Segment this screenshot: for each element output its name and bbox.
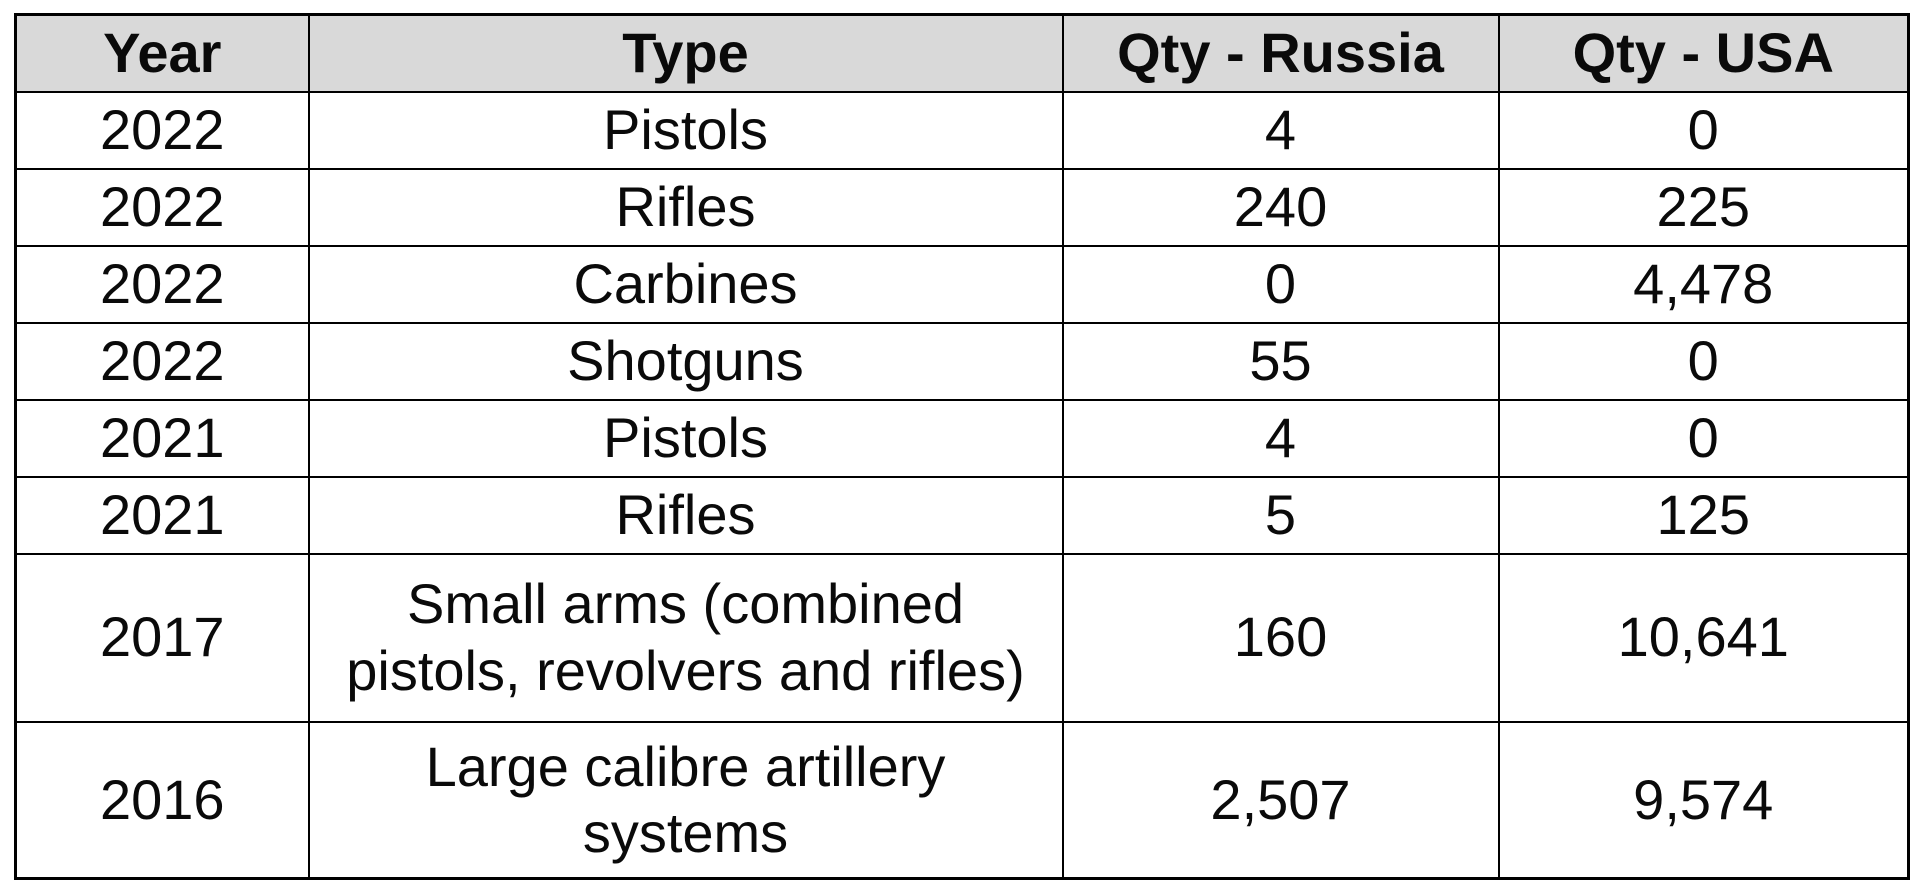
qty-russia-cell: 4 (1061, 398, 1500, 478)
qty-russia-cell: 0 (1061, 244, 1500, 324)
arms-quantities-table: Year Type Qty - Russia Qty - USA 2022 Pi… (14, 13, 1910, 880)
qty-russia-cell: 55 (1061, 321, 1500, 401)
table-row: 2016 Large calibre artillery systems 2,5… (14, 720, 1910, 880)
year-cell: 2022 (14, 244, 310, 324)
year-cell: 2017 (14, 552, 310, 723)
type-text: Shotguns (567, 328, 804, 392)
type-text: Pistols (603, 97, 768, 161)
type-cell: Rifles (307, 475, 1064, 555)
table-row: 2022 Carbines 0 4,478 (14, 244, 1910, 324)
type-text: Small arms (combined pistols, revolvers … (346, 572, 1025, 702)
type-text: Pistols (603, 405, 768, 469)
qty-russia-cell: 5 (1061, 475, 1500, 555)
table-row: 2021 Pistols 4 0 (14, 398, 1910, 478)
table-row: 2017 Small arms (combined pistols, revol… (14, 552, 1910, 723)
type-cell: Shotguns (307, 321, 1064, 401)
type-cell: Pistols (307, 90, 1064, 170)
qty-usa-cell: 0 (1497, 398, 1910, 478)
type-cell: Large calibre artillery systems (307, 720, 1064, 880)
year-cell: 2022 (14, 90, 310, 170)
qty-usa-cell: 0 (1497, 90, 1910, 170)
qty-usa-cell: 0 (1497, 321, 1910, 401)
table-row: 2022 Shotguns 55 0 (14, 321, 1910, 401)
col-header-type: Type (307, 13, 1064, 93)
table-row: 2021 Rifles 5 125 (14, 475, 1910, 555)
type-cell: Rifles (307, 167, 1064, 247)
qty-russia-cell: 2,507 (1061, 720, 1500, 880)
qty-usa-cell: 125 (1497, 475, 1910, 555)
col-header-year: Year (14, 13, 310, 93)
table-row: 2022 Pistols 4 0 (14, 90, 1910, 170)
type-text: Rifles (615, 482, 756, 546)
qty-usa-cell: 4,478 (1497, 244, 1910, 324)
header-row: Year Type Qty - Russia Qty - USA (14, 13, 1910, 93)
qty-usa-cell: 225 (1497, 167, 1910, 247)
type-cell: Pistols (307, 398, 1064, 478)
table-row: 2022 Rifles 240 225 (14, 167, 1910, 247)
year-cell: 2016 (14, 720, 310, 880)
col-header-qty-russia: Qty - Russia (1061, 13, 1500, 93)
year-cell: 2021 (14, 398, 310, 478)
qty-usa-cell: 10,641 (1497, 552, 1910, 723)
year-cell: 2022 (14, 167, 310, 247)
type-cell: Carbines (307, 244, 1064, 324)
qty-russia-cell: 4 (1061, 90, 1500, 170)
type-text: Carbines (573, 251, 798, 315)
type-text: Rifles (615, 174, 756, 238)
col-header-qty-usa: Qty - USA (1497, 13, 1910, 93)
qty-usa-cell: 9,574 (1497, 720, 1910, 880)
type-text: Large calibre artillery systems (425, 734, 946, 864)
qty-russia-cell: 160 (1061, 552, 1500, 723)
type-cell: Small arms (combined pistols, revolvers … (307, 552, 1064, 723)
year-cell: 2022 (14, 321, 310, 401)
year-cell: 2021 (14, 475, 310, 555)
qty-russia-cell: 240 (1061, 167, 1500, 247)
